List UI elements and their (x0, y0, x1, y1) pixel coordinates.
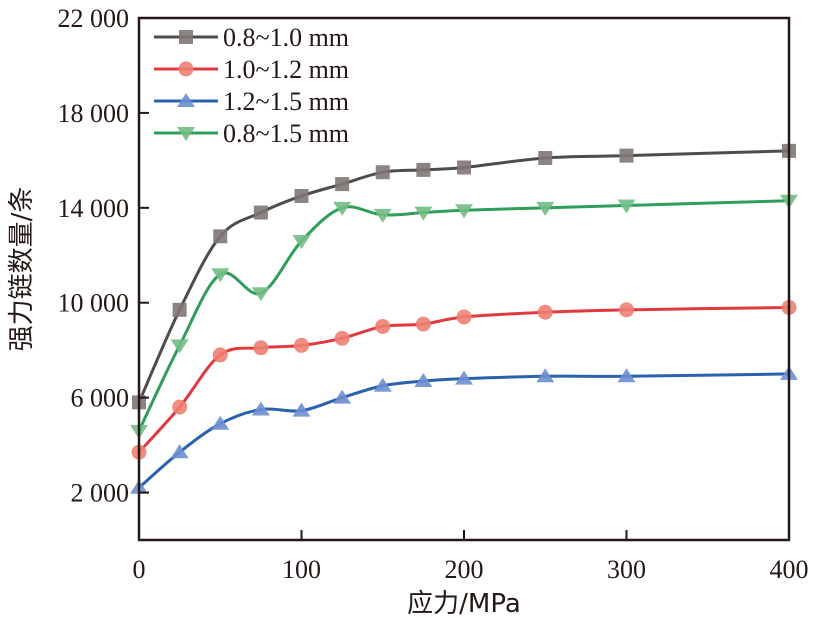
data-point (172, 399, 188, 415)
data-point (415, 316, 431, 332)
data-point (538, 150, 553, 165)
series-3 (130, 194, 798, 439)
series-line (137, 199, 790, 432)
y-tick-label: 6 000 (71, 384, 130, 413)
data-point (211, 268, 230, 283)
y-tick-label: 18 000 (58, 99, 130, 128)
data-point (619, 302, 634, 318)
legend-marker (177, 93, 195, 107)
data-point (212, 347, 228, 363)
data-point (414, 206, 433, 221)
data-point (292, 235, 311, 250)
data-point (619, 148, 634, 163)
x-tick-label: 200 (445, 555, 484, 584)
x-tick-label: 400 (770, 555, 809, 584)
data-point (373, 377, 392, 392)
legend-marker (177, 127, 195, 141)
data-point (170, 444, 189, 459)
x-axis-title: 应力/MPa (407, 589, 521, 619)
y-tick-label: 2 000 (71, 479, 130, 508)
data-point (251, 401, 270, 416)
legend-label: 0.8~1.5 mm (223, 119, 349, 148)
y-axis-title: 强力链数量/条 (7, 187, 37, 352)
data-point (333, 389, 352, 404)
legend-label: 0.8~1.0 mm (223, 23, 349, 52)
y-tick-label: 22 000 (58, 4, 130, 33)
x-tick-label: 300 (607, 555, 646, 584)
legend: 0.8~1.0 mm 1.0~1.2 mm 1.2~1.5 mm 0.8~1.5 mm (154, 23, 349, 148)
data-point (537, 304, 553, 320)
series-line (137, 149, 790, 403)
data-point (457, 160, 471, 175)
data-point (455, 370, 473, 385)
data-point (617, 368, 636, 383)
data-point (456, 309, 472, 325)
data-point (455, 204, 473, 219)
legend-item: 0.8~1.0 mm (154, 23, 349, 52)
series-line (138, 372, 790, 489)
x-tick-label: 0 (133, 555, 146, 584)
legend-item: 0.8~1.5 mm (154, 119, 349, 148)
data-point (253, 205, 268, 220)
data-point (294, 337, 309, 353)
data-point (416, 162, 431, 177)
data-point (375, 165, 390, 180)
data-point (213, 229, 228, 244)
x-tick-label: 100 (282, 555, 321, 584)
data-point (170, 339, 189, 354)
data-point (334, 330, 350, 346)
data-point (375, 318, 391, 334)
series-layer (130, 143, 798, 494)
series-0 (132, 143, 796, 410)
data-point (251, 287, 270, 302)
y-tick-label: 10 000 (58, 289, 130, 318)
ticks-layer: 0 100 200 300 400 2 000 6 000 10 000 14 000 18 00… (58, 4, 809, 584)
series-2 (130, 365, 798, 494)
legend-label: 1.0~1.2 mm (223, 55, 349, 84)
y-tick-label: 14 000 (58, 194, 130, 223)
data-point (292, 402, 311, 417)
legend-marker (179, 30, 193, 44)
data-point (333, 201, 352, 216)
data-point (211, 415, 230, 430)
data-point (414, 373, 433, 388)
data-point (294, 188, 309, 203)
legend-item: 1.2~1.5 mm (154, 87, 349, 116)
data-point (253, 340, 269, 356)
data-point (335, 177, 350, 192)
data-point (536, 368, 555, 383)
data-point (536, 201, 555, 216)
data-point (172, 302, 187, 317)
legend-item: 1.0~1.2 mm (154, 55, 349, 84)
legend-label: 1.2~1.5 mm (223, 87, 349, 116)
data-point (617, 199, 636, 214)
legend-marker (178, 61, 194, 77)
series-1 (131, 299, 797, 460)
data-point (373, 208, 392, 223)
